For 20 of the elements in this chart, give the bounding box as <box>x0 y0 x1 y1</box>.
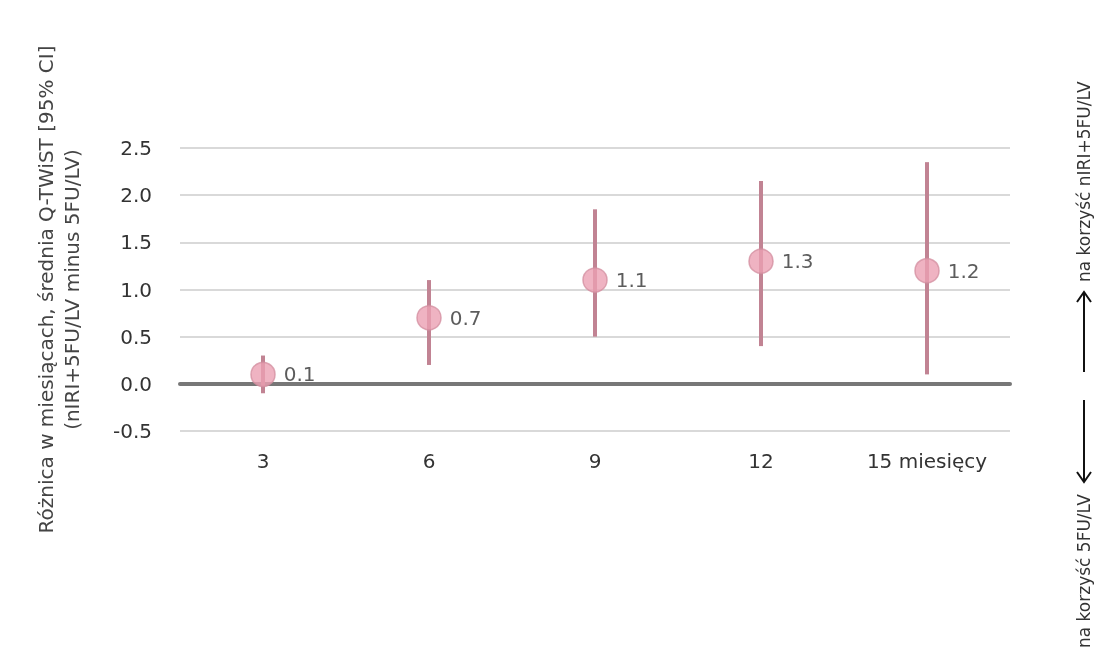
y-axis-title: Różnica w miesiącach, średnia Q-TWiST [95% CI] (nIRI+5FU/LV minus 5FU/LV) <box>34 45 84 534</box>
x-tick-label: 6 <box>422 449 436 473</box>
y-tick-label: 2.5 <box>120 136 152 160</box>
data-label: 0.1 <box>283 362 316 387</box>
y-tick-label: -0.5 <box>112 419 152 443</box>
x-tick-label: 9 <box>588 449 602 473</box>
data-label: 0.7 <box>449 305 482 330</box>
y-tick-label: 2.0 <box>120 183 152 208</box>
text: na korzyść 5FU/LV <box>1074 493 1094 648</box>
data-label: 1.3 <box>781 249 814 274</box>
y-tick-label: 1.0 <box>120 277 152 302</box>
text: na korzyść nIRI+5FU/LV <box>1074 80 1094 282</box>
x-tick-label: 12 <box>748 449 774 473</box>
y-tick-label: 0.5 <box>120 324 152 349</box>
y-tick-label: 1.5 <box>120 230 152 255</box>
data-label: 1.1 <box>615 268 648 293</box>
y-tick-label: 0.0 <box>120 371 152 396</box>
x-tick-label: 3 <box>256 449 270 473</box>
x-tick-label: 15 miesięcy <box>866 449 988 473</box>
data-label: 1.2 <box>947 258 980 283</box>
